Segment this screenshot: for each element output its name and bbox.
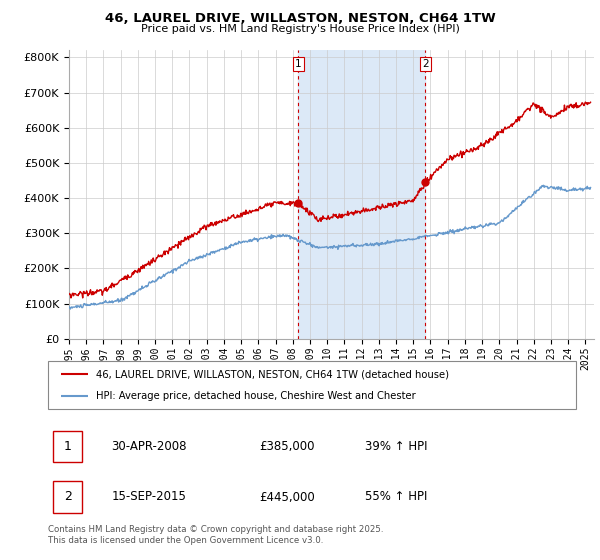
- Text: 55% ↑ HPI: 55% ↑ HPI: [365, 491, 427, 503]
- Text: HPI: Average price, detached house, Cheshire West and Chester: HPI: Average price, detached house, Ches…: [95, 391, 415, 401]
- FancyBboxPatch shape: [53, 431, 82, 463]
- Text: 2: 2: [422, 59, 429, 69]
- Text: 30-APR-2008: 30-APR-2008: [112, 440, 187, 453]
- Text: 1: 1: [295, 59, 302, 69]
- Text: 1: 1: [64, 440, 72, 453]
- Text: 46, LAUREL DRIVE, WILLASTON, NESTON, CH64 1TW: 46, LAUREL DRIVE, WILLASTON, NESTON, CH6…: [104, 12, 496, 25]
- FancyBboxPatch shape: [48, 361, 576, 409]
- Text: £445,000: £445,000: [259, 491, 315, 503]
- FancyBboxPatch shape: [53, 481, 82, 513]
- Text: Contains HM Land Registry data © Crown copyright and database right 2025.
This d: Contains HM Land Registry data © Crown c…: [48, 525, 383, 545]
- Text: 39% ↑ HPI: 39% ↑ HPI: [365, 440, 427, 453]
- Text: 15-SEP-2015: 15-SEP-2015: [112, 491, 186, 503]
- Text: 46, LAUREL DRIVE, WILLASTON, NESTON, CH64 1TW (detached house): 46, LAUREL DRIVE, WILLASTON, NESTON, CH6…: [95, 369, 449, 379]
- Bar: [298, 50, 425, 339]
- Text: 2: 2: [64, 491, 72, 503]
- Text: £385,000: £385,000: [259, 440, 315, 453]
- Text: Price paid vs. HM Land Registry's House Price Index (HPI): Price paid vs. HM Land Registry's House …: [140, 24, 460, 34]
